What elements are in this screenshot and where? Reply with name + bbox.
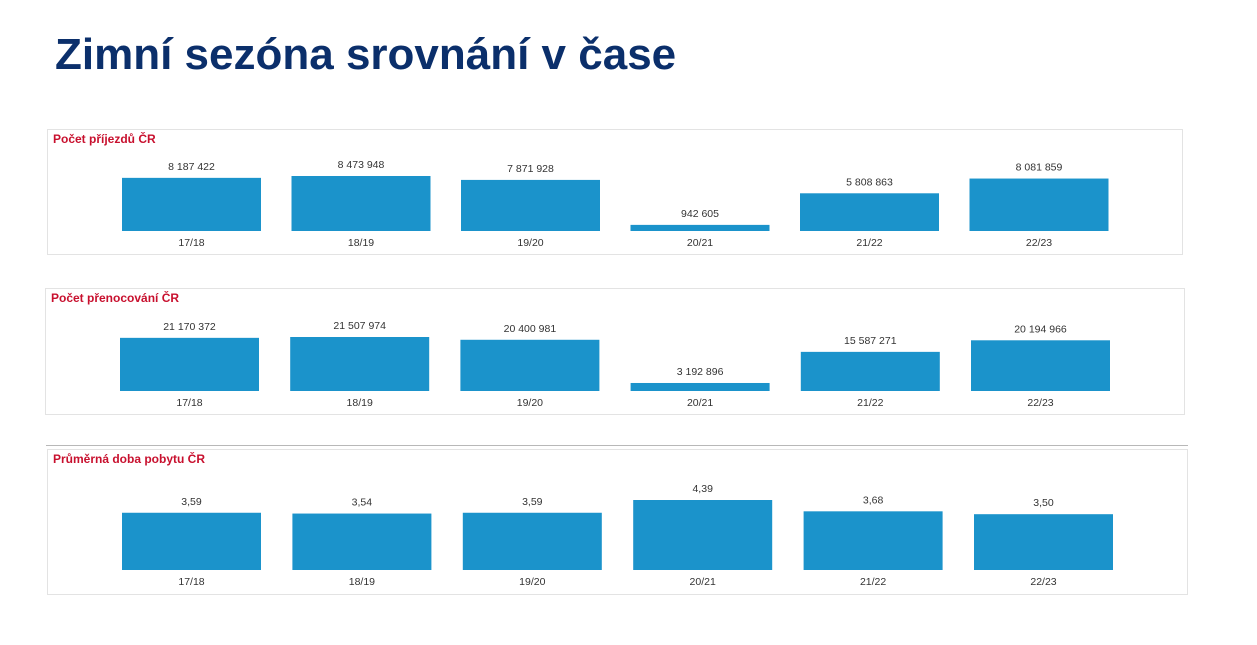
data-label: 942 605 [681,208,719,220]
data-label: 15 587 271 [844,335,897,347]
bar [800,193,939,231]
category-label: 20/21 [687,237,713,249]
bar-chart-arrivals: 8 187 422 17/18 8 473 948 18/19 7 871 928 19/… [122,159,1109,249]
chart-title-overnights: Počet přenocování ČR [51,291,180,305]
category-label: 18/19 [347,397,373,409]
bar [290,337,430,391]
chart-panel-overnights: Počet přenocování ČR 21 170 372 17/18 21 5… [45,288,1185,415]
data-label: 8 081 859 [1016,162,1063,174]
category-label: 19/20 [519,576,545,588]
chart-title-avg-stay: Průměrná doba pobytu ČR [53,452,206,466]
data-label: 3,68 [863,494,884,506]
category-label: 21/22 [856,237,882,249]
category-label: 20/21 [690,576,716,588]
bar-chart-avg-stay: 3,59 17/18 3,54 18/19 3,59 19/20 4,39 20/21 3,68… [122,483,1113,588]
category-label: 17/18 [178,237,204,249]
category-label: 22/23 [1026,237,1052,249]
section-divider [46,445,1188,446]
bar [122,512,261,570]
page-title: Zimní sezóna srovnání v čase [55,30,677,79]
data-label: 21 507 974 [333,320,386,332]
bar [460,339,600,391]
bar [969,178,1109,231]
category-label: 21/22 [857,397,883,409]
category-label: 18/19 [349,576,375,588]
data-label: 3,59 [181,496,202,508]
bar [971,340,1110,391]
chart-panel-arrivals: Počet příjezdů ČR 8 187 422 17/18 8 473 94… [47,129,1183,255]
bar [122,177,261,231]
data-label: 20 194 966 [1014,323,1067,335]
data-label: 8 187 422 [168,161,215,173]
bar [630,224,770,231]
data-label: 20 400 981 [504,323,557,335]
category-label: 19/20 [517,397,543,409]
data-label: 7 871 928 [507,163,554,175]
data-label: 5 808 863 [846,176,893,188]
bar [974,514,1113,570]
bar [462,512,602,570]
category-label: 22/23 [1030,576,1056,588]
category-label: 20/21 [687,397,713,409]
bar [800,351,940,391]
chart-title-arrivals: Počet příjezdů ČR [53,132,156,146]
chart-panel-avg-stay: Průměrná doba pobytu ČR 3,59 17/18 3,54 18/… [47,449,1188,595]
bar [803,511,943,570]
data-label: 3 192 896 [677,366,724,378]
bar [633,500,773,570]
category-label: 18/19 [348,237,374,249]
data-label: 3,59 [522,496,543,508]
bar [630,382,770,391]
data-label: 3,54 [352,497,373,509]
data-label: 21 170 372 [163,321,216,333]
data-label: 3,50 [1033,497,1054,509]
category-label: 19/20 [517,237,543,249]
bar [461,179,600,231]
category-label: 22/23 [1027,397,1053,409]
category-label: 17/18 [176,397,202,409]
data-label: 4,39 [692,483,713,495]
bar [292,513,432,570]
bar-chart-overnights: 21 170 372 17/18 21 507 974 18/19 20 400 981… [120,320,1110,409]
data-label: 8 473 948 [338,159,385,171]
bar [120,337,259,391]
category-label: 21/22 [860,576,886,588]
category-label: 17/18 [178,576,204,588]
bar [291,176,431,231]
